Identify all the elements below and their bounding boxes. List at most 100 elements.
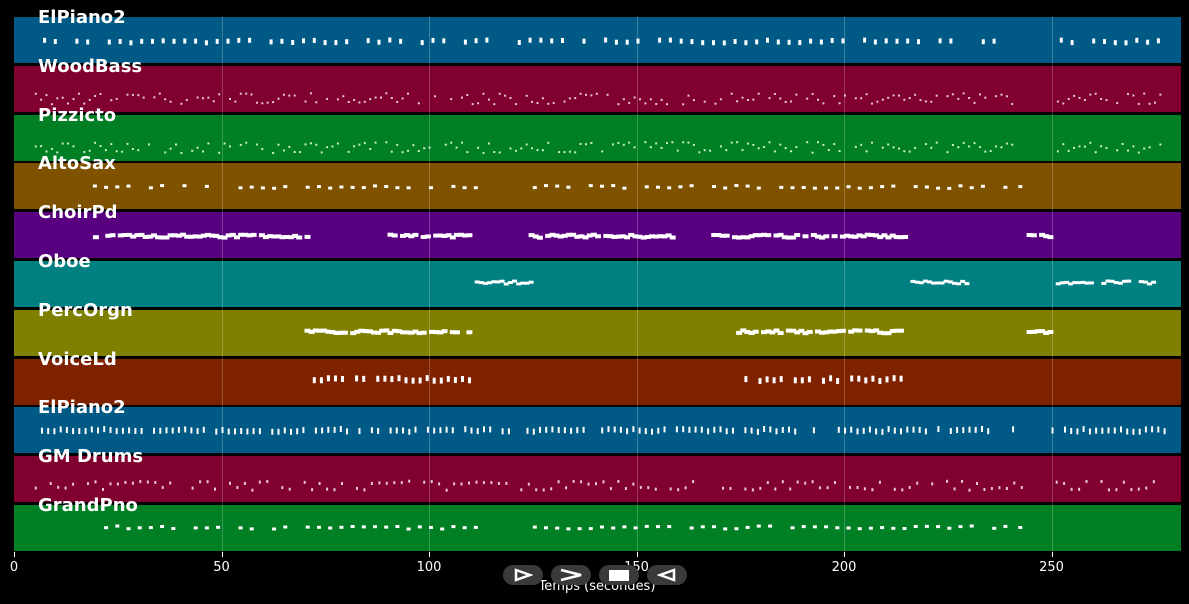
note-mark — [387, 331, 394, 335]
note-mark — [373, 184, 377, 188]
note-mark — [962, 427, 965, 434]
note-mark — [441, 329, 448, 334]
note-mark — [321, 328, 328, 333]
x-tick-label: 100 — [416, 560, 442, 575]
note-mark — [734, 184, 739, 187]
note-mark — [1137, 151, 1140, 154]
note-mark — [968, 97, 971, 99]
note-mark — [601, 150, 604, 153]
note-mark — [827, 149, 830, 152]
note-mark — [857, 527, 862, 531]
note-mark — [1088, 428, 1091, 435]
note-mark — [585, 93, 587, 96]
note-mark — [823, 234, 830, 239]
note-mark — [180, 232, 186, 237]
note-mark — [1151, 280, 1157, 284]
note-mark — [146, 480, 149, 484]
note-mark — [752, 143, 755, 146]
note-mark — [570, 427, 573, 434]
note-mark — [373, 525, 377, 529]
note-mark — [660, 98, 663, 101]
note-mark — [238, 186, 243, 190]
note-mark — [980, 184, 985, 188]
note-mark — [142, 235, 149, 239]
note-mark — [312, 328, 319, 333]
forward-button[interactable] — [551, 565, 591, 585]
note-mark — [541, 149, 544, 152]
note-mark — [960, 279, 966, 283]
note-mark — [765, 233, 772, 238]
x-tick — [636, 552, 638, 557]
note-mark — [167, 233, 174, 238]
note-mark — [806, 141, 809, 144]
note-mark — [1105, 99, 1108, 102]
note-mark — [202, 150, 204, 153]
note-mark — [1039, 232, 1046, 237]
note-mark — [272, 186, 277, 190]
note-mark — [639, 485, 642, 489]
note-mark — [1055, 282, 1061, 286]
note-mark — [212, 100, 215, 103]
note-mark — [736, 235, 743, 240]
note-mark — [725, 149, 728, 152]
note-mark — [437, 330, 444, 335]
note-mark — [603, 233, 610, 238]
note-mark — [126, 142, 129, 145]
track-name: WoodBass — [38, 55, 143, 77]
note-mark — [404, 330, 411, 335]
note-mark — [850, 426, 853, 433]
note-mark — [852, 234, 859, 239]
note-mark — [417, 525, 422, 529]
note-mark — [649, 146, 652, 149]
note-mark — [1107, 488, 1110, 492]
note-mark — [741, 149, 744, 152]
note-mark — [183, 38, 187, 44]
note-mark — [714, 102, 717, 105]
note-mark — [505, 481, 508, 485]
track-name: ChoirPd — [38, 202, 118, 224]
note-mark — [184, 426, 187, 433]
note-mark — [430, 480, 433, 484]
note-mark — [474, 280, 480, 284]
note-mark — [131, 481, 134, 485]
note-mark — [713, 426, 716, 433]
note-mark — [651, 428, 653, 435]
note-mark — [390, 150, 393, 153]
note-mark — [115, 428, 118, 435]
note-mark — [723, 186, 728, 190]
note-mark — [315, 101, 318, 104]
note-mark — [1011, 103, 1014, 105]
note-mark — [815, 329, 821, 334]
note-mark — [946, 151, 949, 154]
note-mark — [139, 480, 142, 484]
note-mark — [657, 427, 660, 434]
note-mark — [1113, 40, 1117, 46]
rewind-button[interactable] — [647, 565, 687, 585]
note-mark — [302, 427, 305, 434]
note-mark — [744, 376, 748, 383]
note-mark — [730, 92, 733, 95]
note-mark — [873, 233, 880, 238]
stop-button[interactable] — [599, 565, 639, 585]
x-tick — [1051, 552, 1053, 557]
note-mark — [585, 143, 587, 146]
note-mark — [1132, 428, 1135, 435]
note-mark — [839, 328, 846, 333]
note-mark — [1101, 427, 1104, 434]
note-mark — [688, 426, 691, 433]
note-mark — [595, 482, 597, 486]
note-mark — [973, 101, 976, 104]
note-mark — [561, 233, 568, 238]
note-mark — [881, 98, 884, 101]
note-mark — [433, 233, 440, 238]
note-mark — [326, 146, 329, 149]
note-mark — [831, 234, 838, 239]
note-mark — [309, 142, 312, 145]
note-mark — [622, 143, 625, 146]
note-mark — [777, 232, 784, 237]
note-mark — [514, 149, 517, 152]
note-mark — [333, 488, 336, 492]
play-button[interactable] — [503, 565, 543, 585]
note-mark — [453, 330, 460, 335]
note-mark — [393, 481, 396, 485]
